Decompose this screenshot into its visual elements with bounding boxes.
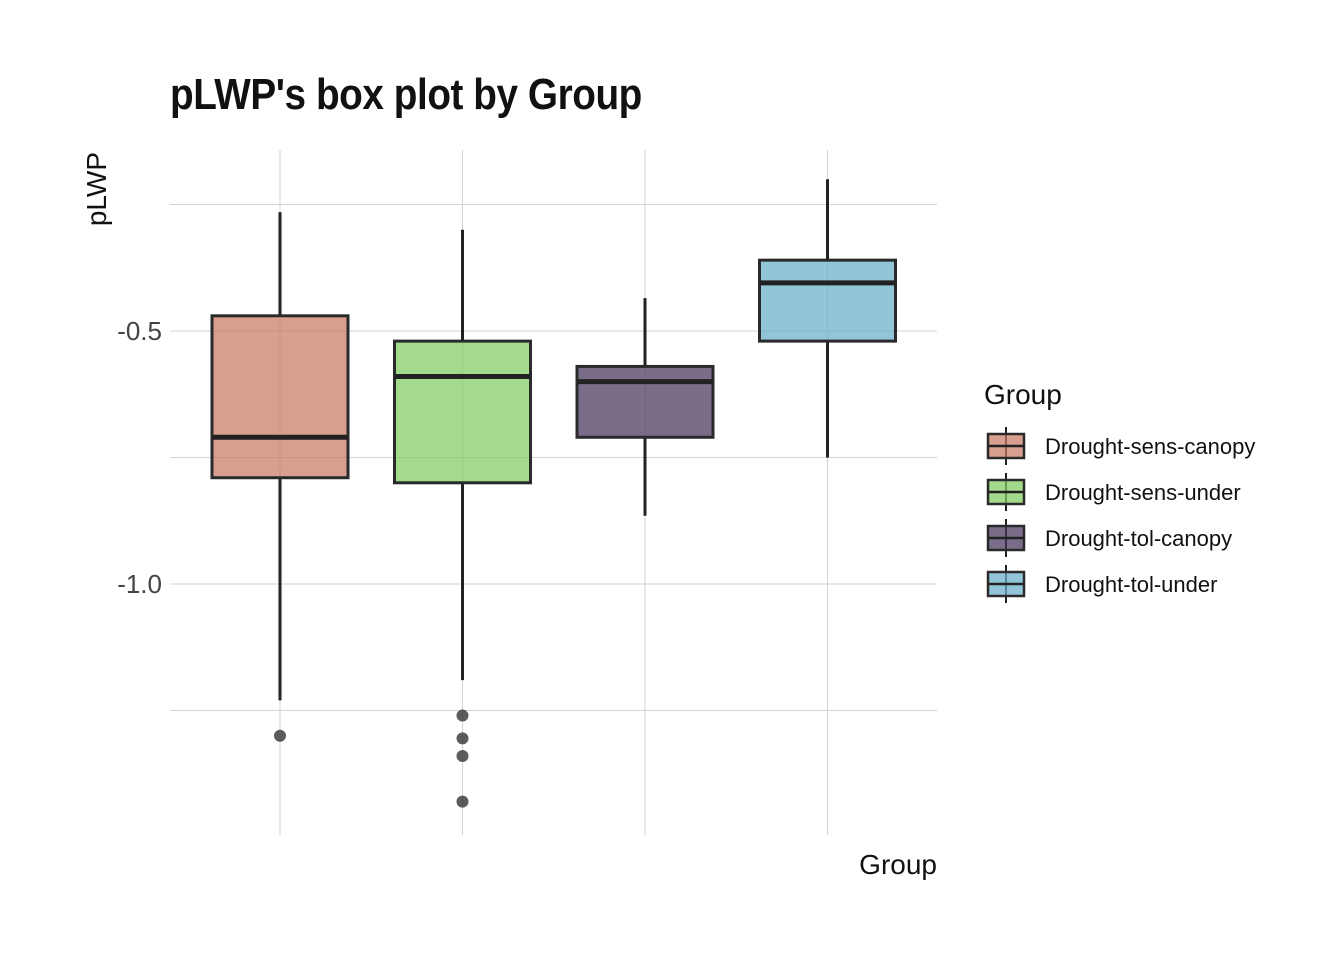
legend-title: Group	[984, 379, 1062, 410]
legend-item: Drought-tol-under	[986, 565, 1217, 603]
box-group	[210, 212, 350, 742]
legend-item: Drought-sens-canopy	[986, 427, 1255, 465]
outlier-point	[456, 795, 469, 808]
grid-layer: -0.5 -1.0	[117, 150, 937, 835]
outlier-point	[456, 709, 469, 722]
x-axis-title: Group	[859, 849, 937, 880]
box-layer	[210, 179, 897, 808]
box-group	[758, 179, 897, 458]
legend-label: Drought-tol-under	[1045, 572, 1217, 597]
outlier-point	[456, 732, 469, 745]
box-group	[393, 229, 532, 808]
box-iqr	[758, 258, 897, 343]
box-iqr	[210, 314, 350, 480]
outlier-point	[274, 729, 286, 742]
legend-item: Drought-tol-canopy	[986, 519, 1232, 557]
outlier-point	[456, 750, 469, 763]
legend-item: Drought-sens-under	[986, 473, 1241, 511]
y-tick-label: -1.0	[117, 569, 162, 599]
chart-title: pLWP's box plot by Group	[170, 70, 642, 119]
y-tick-label: -0.5	[117, 316, 162, 346]
axis-layer: Group pLWP	[81, 152, 937, 880]
legend-label: Drought-sens-canopy	[1045, 434, 1255, 459]
legend-label: Drought-tol-canopy	[1045, 526, 1232, 551]
y-axis-title: pLWP	[81, 152, 112, 226]
legend: Group Drought-sens-canopy Drought-sens-un…	[984, 379, 1255, 603]
box-group	[575, 298, 715, 516]
box-iqr	[393, 339, 532, 485]
legend-label: Drought-sens-under	[1045, 480, 1241, 505]
box-iqr	[575, 364, 715, 439]
